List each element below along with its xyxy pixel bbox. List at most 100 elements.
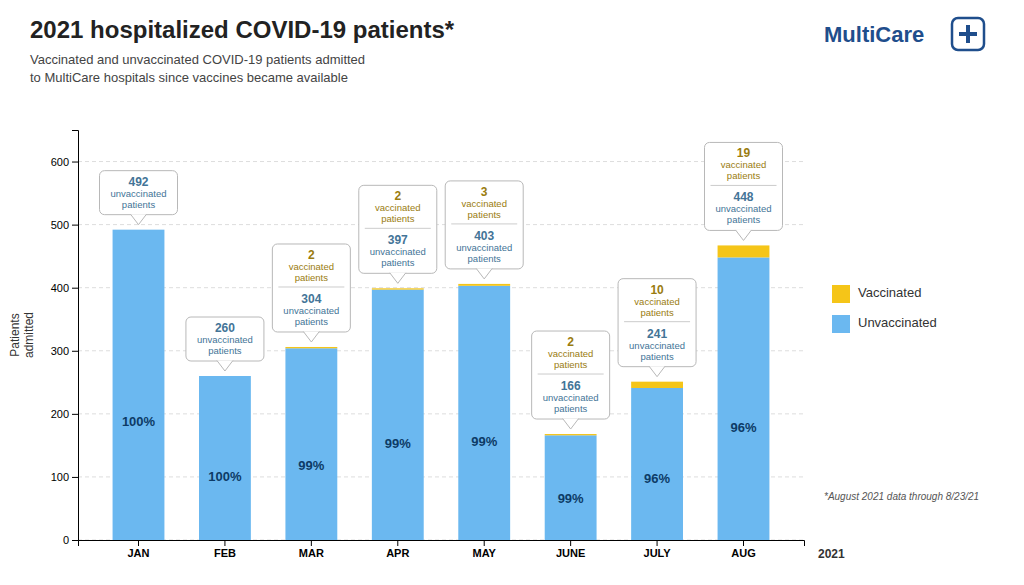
x-tick: FEB xyxy=(214,540,236,559)
data-label: 397 xyxy=(388,233,408,247)
callout-box xyxy=(618,279,696,367)
data-label-caption: unvaccinated xyxy=(283,305,339,316)
callout-pointer xyxy=(563,419,579,430)
x-tick-label: FEB xyxy=(214,547,236,559)
data-label-caption: patients xyxy=(381,257,415,268)
callout-pointer xyxy=(736,230,752,241)
callout: 2vaccinatedpatients166unvaccinatedpatien… xyxy=(532,331,610,429)
callout-pointer xyxy=(476,268,492,279)
data-label: 448 xyxy=(733,190,753,204)
data-label-caption: unvaccinated xyxy=(111,188,167,199)
legend-label: Unvaccinated xyxy=(858,315,937,330)
x-tick: JULY xyxy=(644,540,672,559)
title: 2021 hospitalized COVID-19 patients* xyxy=(30,16,455,43)
legend-label: Vaccinated xyxy=(858,285,921,300)
bar xyxy=(458,284,510,286)
legend-swatch xyxy=(832,285,850,303)
callout-divider xyxy=(624,321,690,322)
callout-box xyxy=(359,185,437,273)
y-tick-label: 500 xyxy=(51,219,69,231)
y-tick: 500 xyxy=(51,219,78,231)
y-tick-mark xyxy=(72,225,78,226)
bar xyxy=(545,435,597,540)
x-tick-mark xyxy=(224,540,225,546)
data-label: 2 xyxy=(308,248,315,262)
bar xyxy=(113,229,165,230)
logo-text: MultiCare xyxy=(824,22,924,47)
x-axis: JAN FEB MAR APR MAY JUNE JULY AUG xyxy=(79,540,805,559)
legend: Vaccinated Unvaccinated xyxy=(832,285,937,333)
data-label-caption: unvaccinated xyxy=(543,392,599,403)
callout: 2vaccinatedpatients304unvaccinatedpatien… xyxy=(272,244,350,342)
x-tick-label: AUG xyxy=(731,547,755,559)
x-tick-label: MAY xyxy=(472,547,496,559)
x-tick: APR xyxy=(386,540,409,559)
bar xyxy=(113,230,165,540)
x-axis-line xyxy=(79,541,805,547)
data-label-caption: patients xyxy=(122,199,156,210)
data-label-caption: patients xyxy=(640,351,674,362)
y-axis-title-line: admitted xyxy=(22,312,36,358)
data-label: 2 xyxy=(394,189,401,203)
share-label: 99% xyxy=(471,434,497,449)
data-label-caption: patients xyxy=(295,316,329,327)
legend-item: Unvaccinated xyxy=(832,315,937,333)
x-tick: JAN xyxy=(127,540,149,559)
bar xyxy=(631,388,683,540)
y-axis-title-line: Patients xyxy=(8,313,22,356)
y-tick-mark xyxy=(72,477,78,478)
bar xyxy=(631,382,683,388)
data-label-caption: patients xyxy=(554,403,588,414)
callout-pointer xyxy=(131,214,147,225)
x-tick: MAY xyxy=(472,540,496,559)
y-tick-mark xyxy=(72,540,78,541)
labels: 100%100%99%99%99%99%96%96%492unvaccinate… xyxy=(100,142,783,506)
callout-box xyxy=(186,317,264,361)
data-label-caption: patients xyxy=(554,359,588,370)
x-tick-mark xyxy=(138,540,139,546)
grid-line xyxy=(78,413,804,414)
data-label-caption: vaccinated xyxy=(548,348,593,359)
callout: 260unvaccinatedpatients xyxy=(186,317,264,371)
x-tick-label: JAN xyxy=(127,547,149,559)
logo: MultiCare xyxy=(824,18,984,50)
logo-icon xyxy=(952,18,984,50)
callout-divider xyxy=(365,228,431,229)
data-label: 2 xyxy=(567,335,574,349)
bar xyxy=(545,434,597,435)
y-tick-label: 300 xyxy=(51,345,69,357)
x-tick: MAR xyxy=(299,540,324,559)
y-tick-mark xyxy=(72,351,78,352)
callout-pointer xyxy=(390,273,406,284)
y-tick: 300 xyxy=(51,345,78,357)
share-label: 100% xyxy=(122,414,156,429)
data-label: 260 xyxy=(215,321,235,335)
data-label-caption: unvaccinated xyxy=(197,334,253,345)
data-label-caption: vaccinated xyxy=(721,159,766,170)
y-axis-line xyxy=(72,131,79,541)
data-label: 492 xyxy=(128,175,148,189)
data-label-caption: patients xyxy=(468,253,502,264)
plot: JANFEBMARAPRMAYJUNEJULYAUG01002003004005… xyxy=(8,131,937,562)
callout-divider xyxy=(451,223,517,224)
subtitle-line: to MultiCare hospitals since vaccines be… xyxy=(30,70,348,85)
bar-series xyxy=(285,245,769,435)
x-tick-mark xyxy=(311,540,312,546)
data-label: 3 xyxy=(481,185,488,199)
y-axis-title: Patientsadmitted xyxy=(8,312,36,358)
bar xyxy=(372,288,424,289)
subtitle: Vaccinated and unvaccinated COVID-19 pat… xyxy=(30,52,365,85)
bar xyxy=(718,245,770,257)
share-label: 99% xyxy=(298,458,324,473)
bar xyxy=(199,376,251,377)
data-label-caption: unvaccinated xyxy=(456,242,512,253)
x-tick-mark xyxy=(743,540,744,546)
data-label: 166 xyxy=(561,379,581,393)
share-label: 99% xyxy=(385,436,411,451)
callout: 492unvaccinatedpatients xyxy=(100,171,178,225)
bars xyxy=(113,230,770,540)
legend-item: Vaccinated xyxy=(832,285,921,303)
grid-line xyxy=(78,476,804,477)
x-tick-label: JUNE xyxy=(556,547,585,559)
bar xyxy=(458,286,510,540)
